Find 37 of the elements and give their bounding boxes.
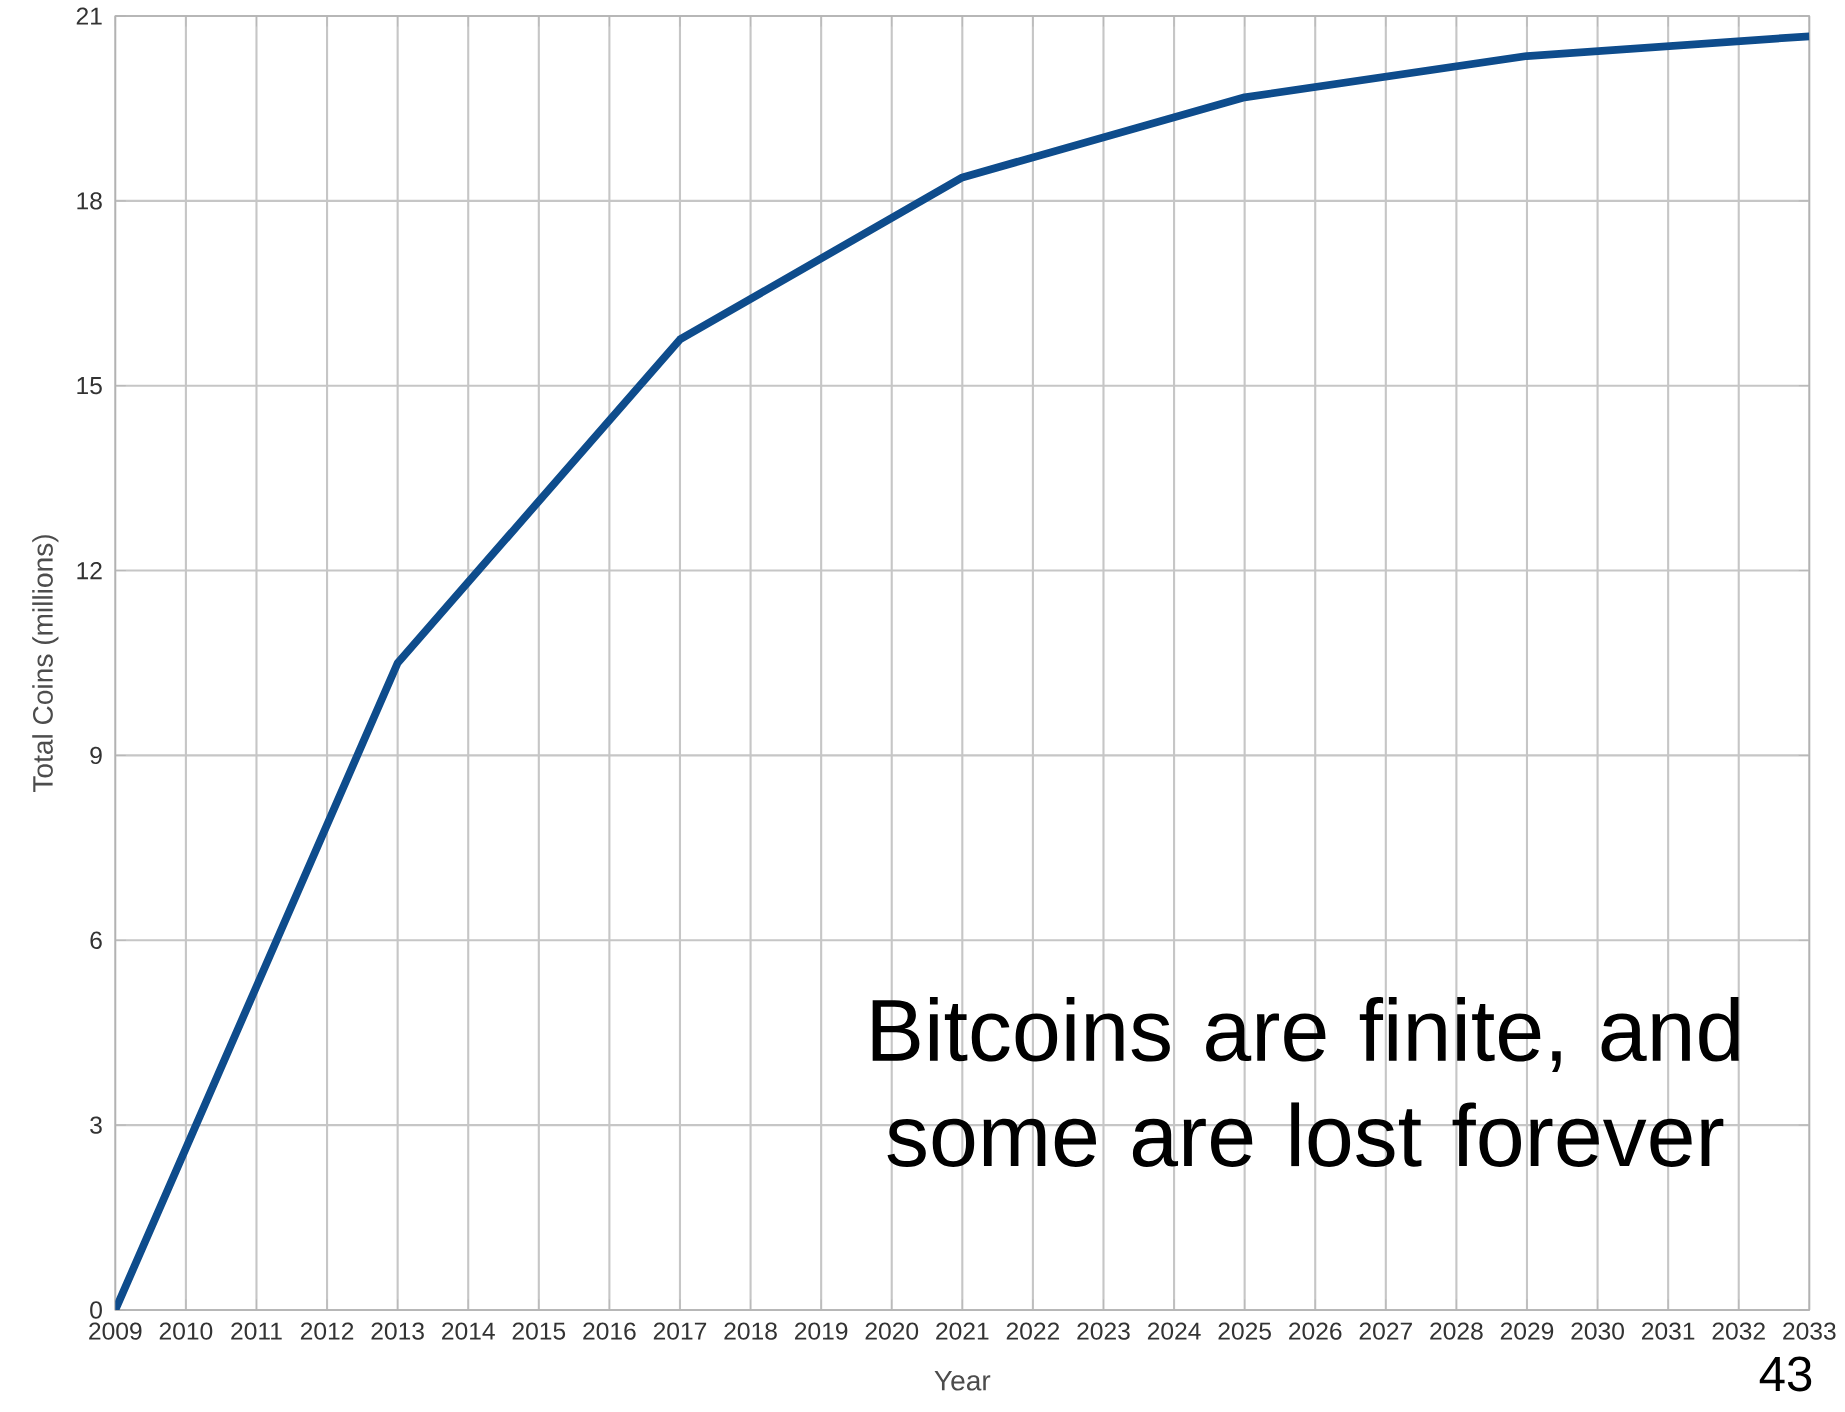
x-tick-label: 2021: [936, 1322, 989, 1340]
y-tick-label: 21: [76, 7, 102, 25]
y-tick-label: 9: [90, 746, 102, 765]
x-tick-label: 2026: [1289, 1322, 1342, 1340]
y-axis-title: Total Coins (millions): [32, 535, 59, 793]
y-tick-label: 0: [90, 1301, 102, 1319]
x-tick-label: 2027: [1359, 1322, 1412, 1340]
x-tick-label: 2010: [159, 1322, 213, 1340]
x-tick-label: 2025: [1218, 1322, 1271, 1340]
x-tick-label: 2009: [89, 1322, 142, 1340]
y-tick-label: 12: [77, 562, 102, 580]
x-tick-label: 2028: [1430, 1322, 1483, 1340]
x-tick-label: 2030: [1571, 1322, 1624, 1340]
y-tick-label: 6: [90, 931, 102, 949]
x-tick-label: 2011: [231, 1322, 282, 1340]
x-axis-title: Year: [934, 1370, 991, 1391]
x-tick-label: 2033: [1783, 1322, 1836, 1340]
annotation: Bitcoins are finite, and some are lost forever: [872, 997, 1739, 1167]
x-tick-label: 2029: [1500, 1322, 1554, 1340]
x-tick-label: 2017: [653, 1322, 707, 1340]
x-tick-label: 2013: [371, 1322, 424, 1340]
x-tick-label: 2032: [1712, 1322, 1765, 1340]
x-tick-label: 2018: [724, 1322, 777, 1340]
x-tick-label: 2015: [512, 1322, 566, 1340]
x-tick-label: 2014: [442, 1322, 495, 1340]
y-tick-label: 18: [77, 192, 102, 210]
x-tick-label: 2012: [300, 1322, 354, 1340]
x-tick-label: 2016: [583, 1322, 636, 1340]
y-tick-label: 3: [90, 1116, 102, 1134]
x-tick-label: 2023: [1077, 1322, 1130, 1340]
x-tick-label: 2020: [865, 1322, 919, 1340]
x-tick-label: 2019: [794, 1322, 848, 1340]
y-tick-label: 15: [77, 377, 102, 395]
x-tick-label: 2031: [1642, 1322, 1695, 1340]
x-tick-label: 2022: [1006, 1322, 1060, 1340]
x-tick-label: 2024: [1147, 1322, 1201, 1340]
text: 43: [1759, 1356, 1812, 1392]
